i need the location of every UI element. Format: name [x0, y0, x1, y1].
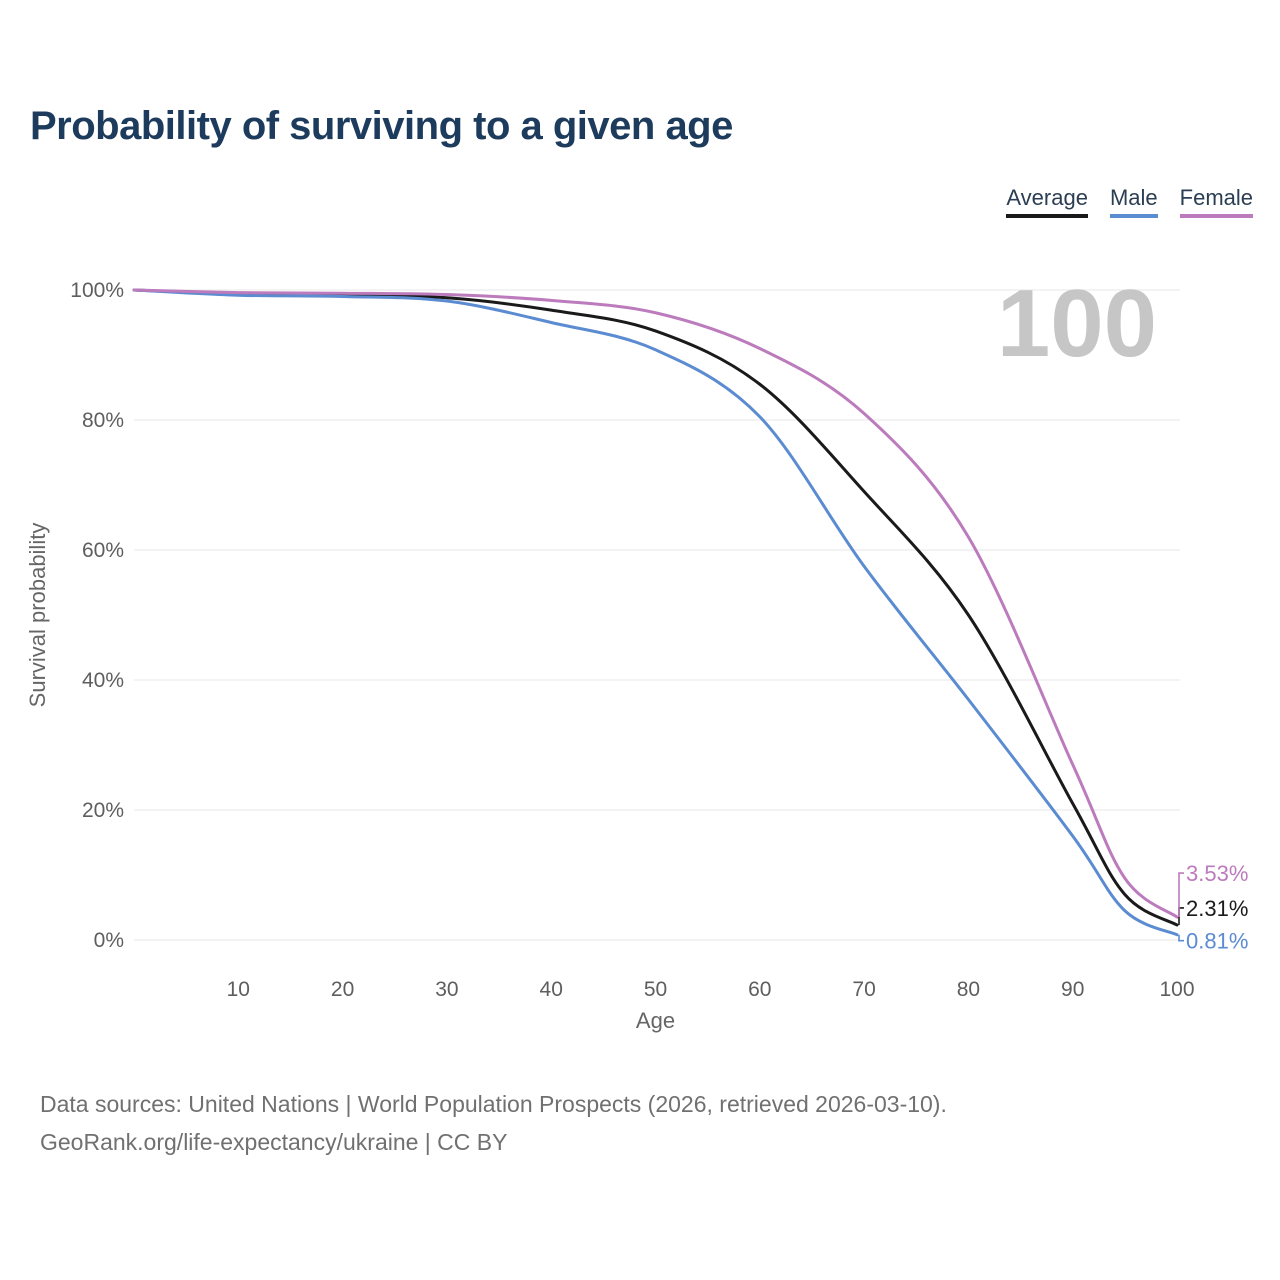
series-line-female [132, 288, 1179, 919]
legend-item-average[interactable]: Average [1006, 187, 1088, 218]
footer-sources-line: Data sources: United Nations | World Pop… [40, 1091, 947, 1117]
x-tick-label-60: 60 [748, 978, 771, 1001]
y-tick-label-80: 80% [82, 409, 124, 432]
x-tick-label-20: 20 [331, 978, 354, 1001]
x-tick-label-100: 100 [1159, 978, 1194, 1001]
footer: Data sources: United Nations | World Pop… [40, 1085, 947, 1161]
legend: Average Male Female [1006, 187, 1253, 218]
y-tick-label-60: 60% [82, 539, 124, 562]
legend-item-female[interactable]: Female [1179, 187, 1253, 218]
series-line-male [132, 288, 1179, 937]
y-axis-title: Survival probability [25, 523, 50, 708]
x-tick-label-10: 10 [227, 978, 250, 1001]
end-label-female: 3.53% [1186, 861, 1248, 886]
x-tick-label-80: 80 [957, 978, 980, 1001]
x-axis-title: Age [636, 1008, 675, 1033]
end-label-connector-female [1178, 872, 1184, 918]
series-line-average [132, 288, 1179, 927]
x-tick-label-50: 50 [644, 978, 667, 1001]
end-label-connector-male [1178, 934, 1184, 942]
x-tick-label-90: 90 [1061, 978, 1084, 1001]
x-tick-label-70: 70 [852, 978, 875, 1001]
x-tick-label-40: 40 [540, 978, 563, 1001]
legend-item-male[interactable]: Male [1109, 187, 1158, 218]
y-tick-label-0: 0% [94, 929, 124, 952]
end-label-male: 0.81% [1186, 929, 1248, 954]
x-tick-label-30: 30 [435, 978, 458, 1001]
chart-title: Probability of surviving to a given age [30, 104, 733, 148]
end-label-average: 2.31% [1186, 896, 1248, 921]
y-tick-label-100: 100% [70, 279, 124, 302]
footer-attribution-line: GeoRank.org/life-expectancy/ukraine | CC… [40, 1129, 508, 1155]
y-tick-label-40: 40% [82, 669, 124, 692]
age-watermark: 100 [997, 270, 1157, 377]
y-tick-label-20: 20% [82, 799, 124, 822]
